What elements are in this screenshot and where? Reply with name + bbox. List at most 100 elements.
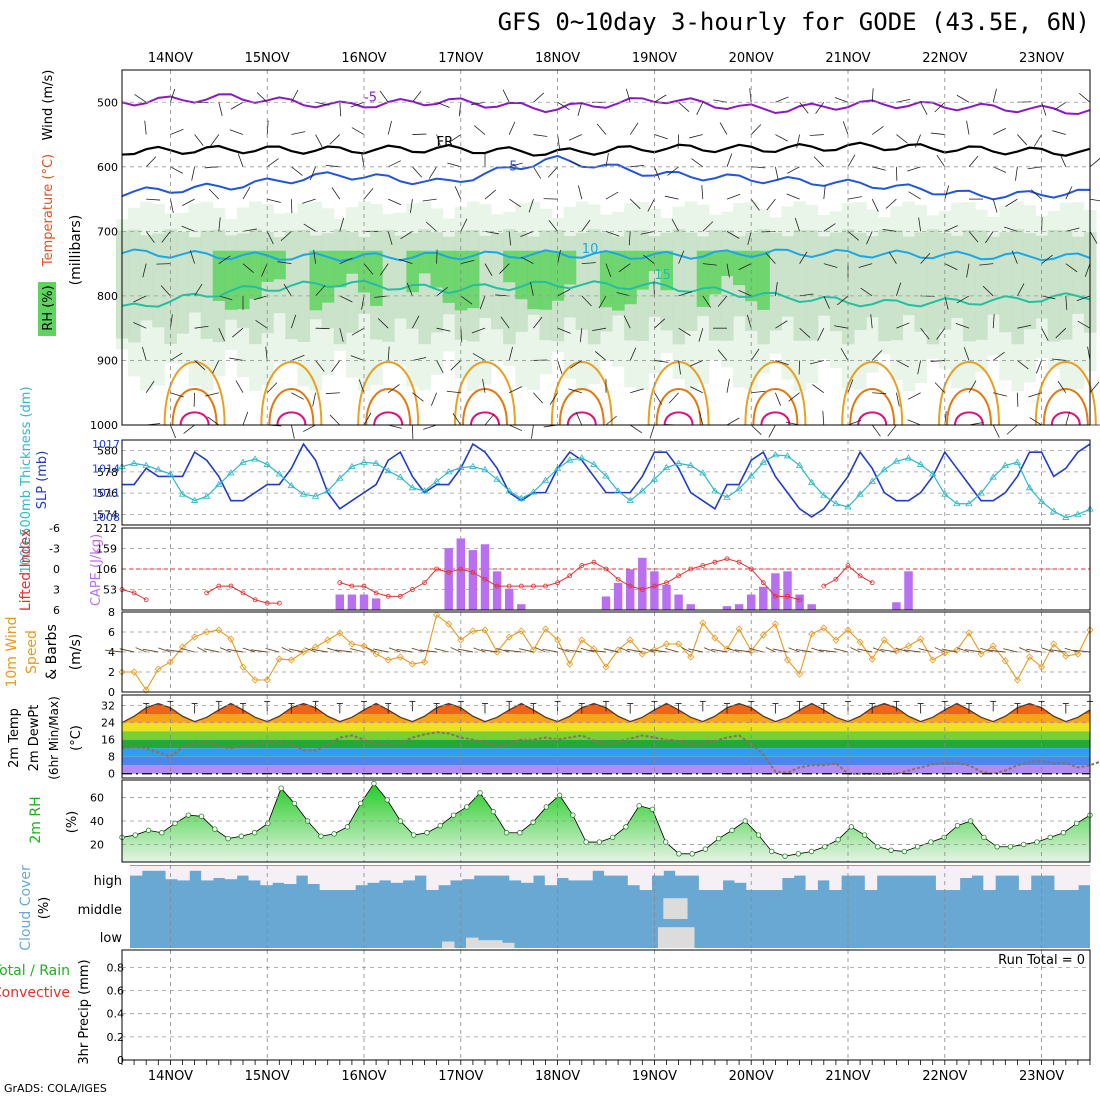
- wind-barb: [871, 88, 874, 103]
- cape-bar: [759, 586, 768, 610]
- wind-barb: [266, 120, 269, 135]
- rh-shade-mid: [999, 232, 1012, 333]
- wind-speed-marker: [941, 649, 949, 657]
- wind-barb: [133, 295, 147, 303]
- wind-barb: [654, 318, 666, 329]
- thickness-marker: [723, 493, 731, 500]
- wind-barb-10m: [197, 646, 207, 653]
- wind-barb: [1065, 411, 1071, 426]
- y-tick-label: 700: [97, 225, 118, 238]
- wind-speed-marker: [929, 656, 937, 664]
- temp-contour-fr: [121, 141, 1091, 157]
- rh-shade-mid: [1011, 229, 1024, 345]
- wind-barb: [170, 166, 183, 174]
- wind-barb: [315, 134, 323, 148]
- cloud-high-clear: [959, 866, 972, 878]
- cloud-high-clear: [924, 866, 937, 876]
- rh-marker: [954, 822, 961, 829]
- rh-shade-mid: [152, 233, 165, 328]
- rh-shade-green: [757, 250, 770, 310]
- wind-barb: [266, 231, 274, 245]
- wind-barb-10m: [496, 647, 510, 653]
- thickness-marker: [517, 494, 526, 501]
- time-label-bottom: 23NOV: [1019, 1069, 1064, 1084]
- temp-contour-boundary: [946, 388, 992, 426]
- wind-barb: [698, 328, 704, 342]
- wind-barb: [1041, 254, 1053, 264]
- wind-barb-10m: [795, 648, 812, 653]
- thickness-marker: [711, 487, 719, 494]
- wind-barb: [1035, 360, 1042, 374]
- wind-barb: [430, 392, 437, 406]
- rh-shade-mid: [914, 232, 928, 332]
- wind-barb: [508, 346, 513, 361]
- wind-barb: [858, 263, 873, 268]
- y-tick-label: 4: [108, 646, 115, 659]
- thickness-marker: [626, 496, 634, 503]
- wind-barb: [717, 349, 728, 361]
- wind-barb-10m: [457, 648, 473, 653]
- rh-shade-green: [539, 250, 553, 310]
- cape-tick-label: 212: [96, 522, 117, 535]
- wind-barb-10m: [166, 649, 183, 653]
- rh-shade-mid: [926, 229, 940, 345]
- contour-label: 10: [582, 242, 599, 257]
- wind-barb: [170, 352, 183, 361]
- cape-bar: [517, 604, 526, 610]
- precip-tick-label: 0: [117, 1054, 124, 1067]
- wind-barb: [726, 378, 730, 393]
- rh-marker: [556, 792, 563, 798]
- wind-barb: [815, 102, 825, 114]
- wind-speed-marker: [650, 646, 658, 654]
- lifted-index-marker: [458, 566, 464, 572]
- lifted-index-marker: [760, 580, 766, 586]
- wind-barb: [813, 156, 825, 168]
- rh-shade-green: [261, 250, 274, 282]
- lifted-index-marker: [422, 580, 427, 586]
- wind-speed-marker: [566, 660, 574, 668]
- millibars-axis-label: (millibars): [68, 215, 84, 286]
- cloud-unit-label: (%): [37, 897, 52, 920]
- cloud-high-clear: [248, 866, 261, 881]
- thickness-marker: [590, 460, 598, 467]
- wind-barb: [1089, 231, 1098, 244]
- wind-barb: [422, 198, 437, 202]
- wind-barb: [291, 314, 297, 329]
- lifted-index-marker: [615, 576, 621, 582]
- wind-speed-marker: [868, 655, 876, 663]
- wind-speed-marker: [977, 650, 985, 658]
- thickness-marker: [1037, 497, 1046, 505]
- wind-barb: [775, 281, 778, 296]
- slp-frame: [121, 439, 1091, 526]
- y-tick-label: 8: [108, 606, 115, 619]
- rh-shade-green: [418, 250, 432, 274]
- wind-barb: [484, 189, 496, 200]
- wind-speed-marker: [1038, 663, 1046, 671]
- temp-band: [122, 722, 1090, 732]
- wind-barb: [207, 416, 220, 426]
- cape-bar: [456, 538, 466, 610]
- wind-barb: [1017, 324, 1032, 329]
- wind-speed-marker: [953, 646, 961, 654]
- cloud-high-clear: [402, 866, 415, 881]
- wind-speed-marker: [251, 676, 259, 684]
- wind-barb: [499, 263, 510, 274]
- wind-barb: [291, 89, 299, 103]
- thickness-marker: [1013, 458, 1022, 465]
- rh-marker: [782, 853, 788, 859]
- thickness-marker: [662, 463, 671, 471]
- wind-barb: [896, 98, 911, 103]
- time-label-top: 17NOV: [438, 51, 483, 66]
- rh-shade-green: [430, 250, 444, 288]
- wind-barb: [232, 327, 244, 338]
- wind-barb: [531, 424, 534, 439]
- rh-marker: [132, 832, 138, 838]
- wind-barb: [291, 131, 306, 135]
- cloud-high-clear: [639, 866, 652, 890]
- wind-barb: [691, 158, 704, 168]
- rh-marker: [1034, 839, 1040, 845]
- wind-barb: [261, 263, 268, 277]
- rh-marker: [835, 837, 841, 843]
- y-tick-label: 574: [97, 508, 118, 521]
- wind-barb: [315, 101, 330, 106]
